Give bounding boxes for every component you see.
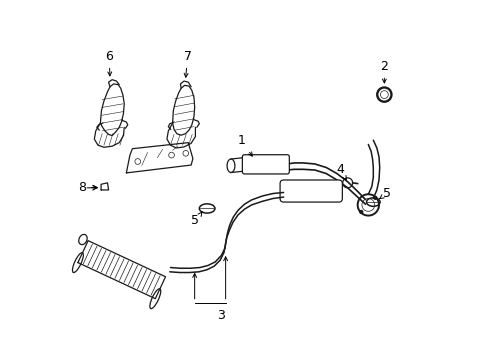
FancyBboxPatch shape <box>242 155 289 174</box>
Polygon shape <box>100 84 124 135</box>
Polygon shape <box>94 123 124 147</box>
Text: 8: 8 <box>79 181 86 194</box>
Polygon shape <box>166 123 195 148</box>
Polygon shape <box>78 240 165 299</box>
Circle shape <box>373 197 376 199</box>
Text: 2: 2 <box>380 60 387 83</box>
Text: 5: 5 <box>379 187 390 200</box>
Circle shape <box>359 211 362 213</box>
Text: 7: 7 <box>183 50 191 77</box>
Text: 4: 4 <box>335 163 346 180</box>
Polygon shape <box>101 183 108 190</box>
Text: 6: 6 <box>105 50 113 76</box>
Polygon shape <box>126 143 192 173</box>
Text: 1: 1 <box>237 134 252 156</box>
Polygon shape <box>172 85 194 135</box>
Text: 3: 3 <box>217 310 225 323</box>
Text: 5: 5 <box>191 212 202 228</box>
FancyBboxPatch shape <box>280 180 342 202</box>
